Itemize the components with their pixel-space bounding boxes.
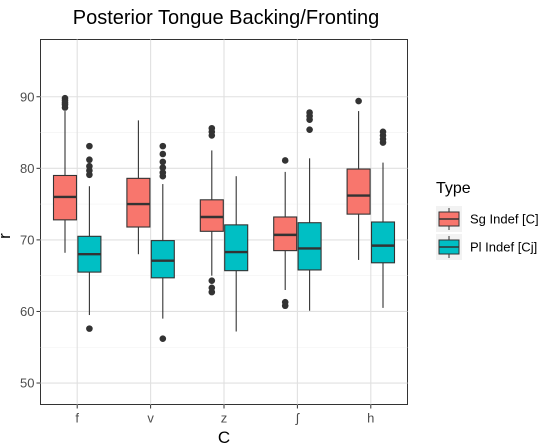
legend-key-sg [436,206,462,232]
chart-title: Posterior Tongue Backing/Fronting [73,7,379,29]
outlier-point [86,142,93,150]
x-tick-label: h [367,411,374,426]
outlier-point [208,124,216,132]
x-tick-label: z [221,411,228,426]
box-f-sg [52,94,78,253]
box-iqr [370,221,396,264]
box-series [52,94,396,342]
outlier-point [86,162,93,170]
outlier-point [306,126,313,133]
y-tick-label: 90 [20,89,34,104]
box-ʃ-pl [297,109,322,311]
outlier-point [159,158,167,166]
legend-label-pl: Pl Indef [Cj] [470,240,537,255]
x-tick-label: v [147,411,154,426]
box-z-sg [199,124,224,296]
box-iqr [297,222,322,271]
outlier-point [355,97,362,105]
box-v-sg [126,120,151,255]
box-ʃ-sg [273,157,298,310]
outlier-point [159,169,167,176]
x-tick-label: ʃ [295,411,300,426]
legend-key-pl [436,234,462,260]
legend: Type Sg Indef [C] Pl Indef [Cj] [436,180,539,260]
outlier-point [159,142,167,150]
box-h-sg [346,97,371,260]
outlier-point [159,335,167,342]
outlier-point [159,150,167,158]
outlier-point [281,298,289,306]
legend-label-sg: Sg Indef [C] [470,212,539,227]
outlier-point [306,109,313,116]
box-iqr [346,168,371,215]
box-v-pl [150,142,175,342]
box-iqr [199,199,224,232]
box-z-pl [224,176,249,332]
y-axis-ticks: 50 60 70 80 90 [20,89,41,391]
outlier-point [159,164,167,171]
outlier-point [61,94,69,102]
y-axis-title: r [0,233,14,239]
y-tick-label: 70 [20,232,34,247]
outlier-point [86,156,93,164]
grid-lines [40,39,408,405]
box-f-pl [77,142,102,332]
y-tick-label: 80 [20,161,34,176]
box-h-pl [370,128,396,308]
outlier-point [86,325,93,332]
x-axis-title: C [218,428,230,447]
legend-title: Type [436,180,471,197]
outlier-point [208,284,216,292]
outlier-point [281,157,289,164]
box-iqr [126,177,151,228]
y-tick-label: 50 [20,376,34,391]
box-iqr [150,240,175,279]
outlier-point [379,128,387,136]
x-tick-label: f [75,411,79,426]
outlier-point [208,277,216,284]
box-iqr [224,224,249,272]
y-tick-label: 60 [20,304,34,319]
